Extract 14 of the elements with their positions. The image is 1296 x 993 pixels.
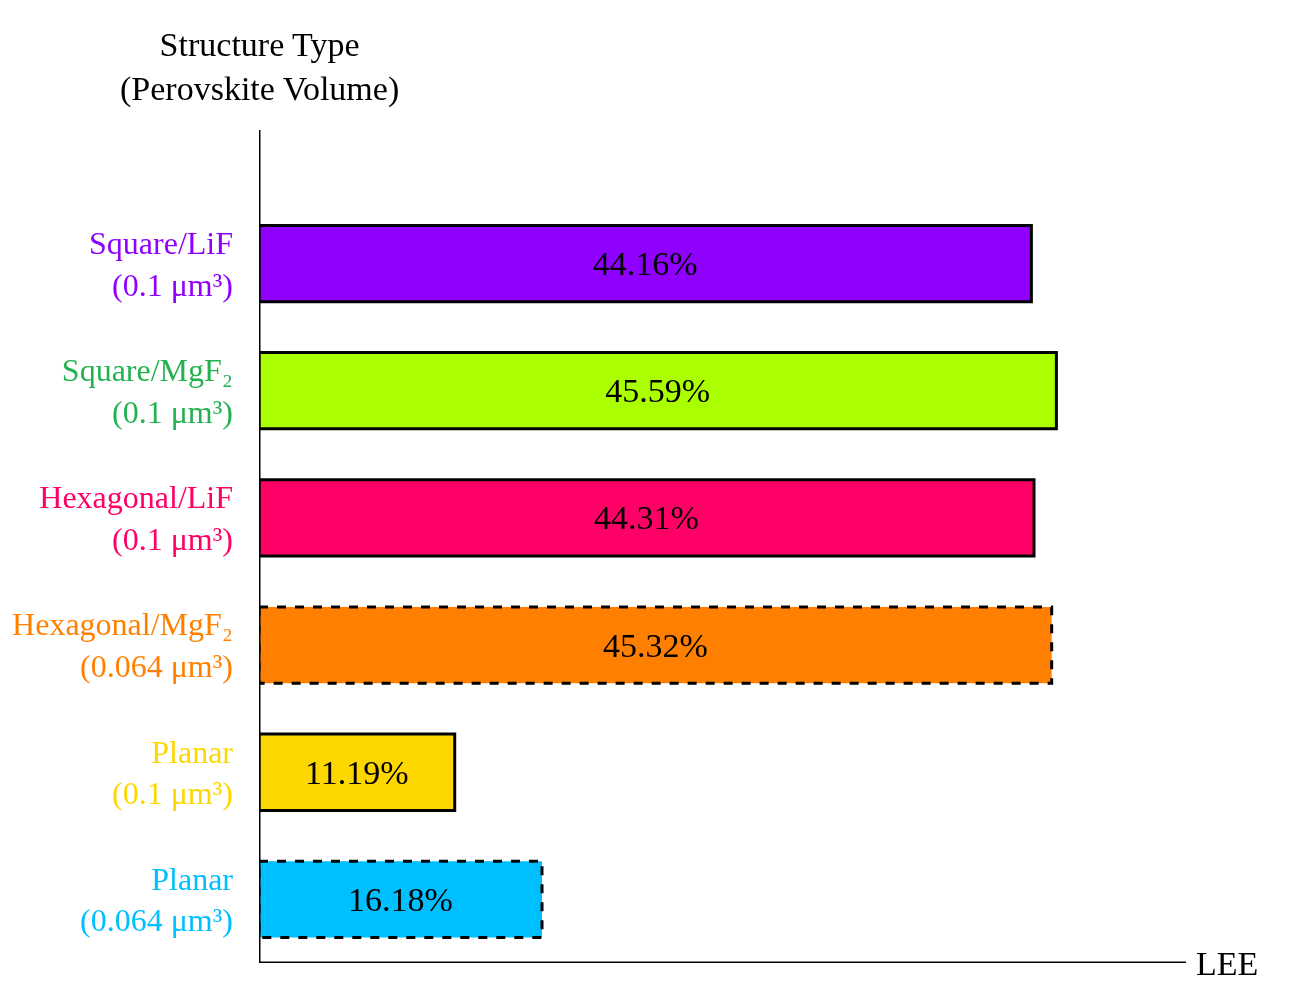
data-label: 44.31% [594,499,699,537]
y-tick-label: Planar (0.1 μm³) [112,733,234,812]
y-tick-label: Square/LiF (0.1 μm³) [89,224,233,303]
data-label: 11.19% [305,753,409,791]
y-tick-label: Square/MgF₂ (0.1 μm³) [61,352,233,430]
y-tick-label: Hexagonal/MgF₂ (0.064 μm³) [12,606,233,685]
y-tick-label: Hexagonal/LiF (0.1 μm³) [39,479,233,557]
data-label: 16.18% [348,880,453,918]
x-axis-title: LEE [1196,945,1259,982]
data-label: 45.59% [605,372,711,410]
data-label: 45.32% [602,626,708,664]
data-label: 44.16% [592,245,698,283]
y-axis-title: Structure Type (Perovskite Volume) [120,26,400,109]
y-tick-label: Planar (0.064 μm³) [80,860,234,939]
